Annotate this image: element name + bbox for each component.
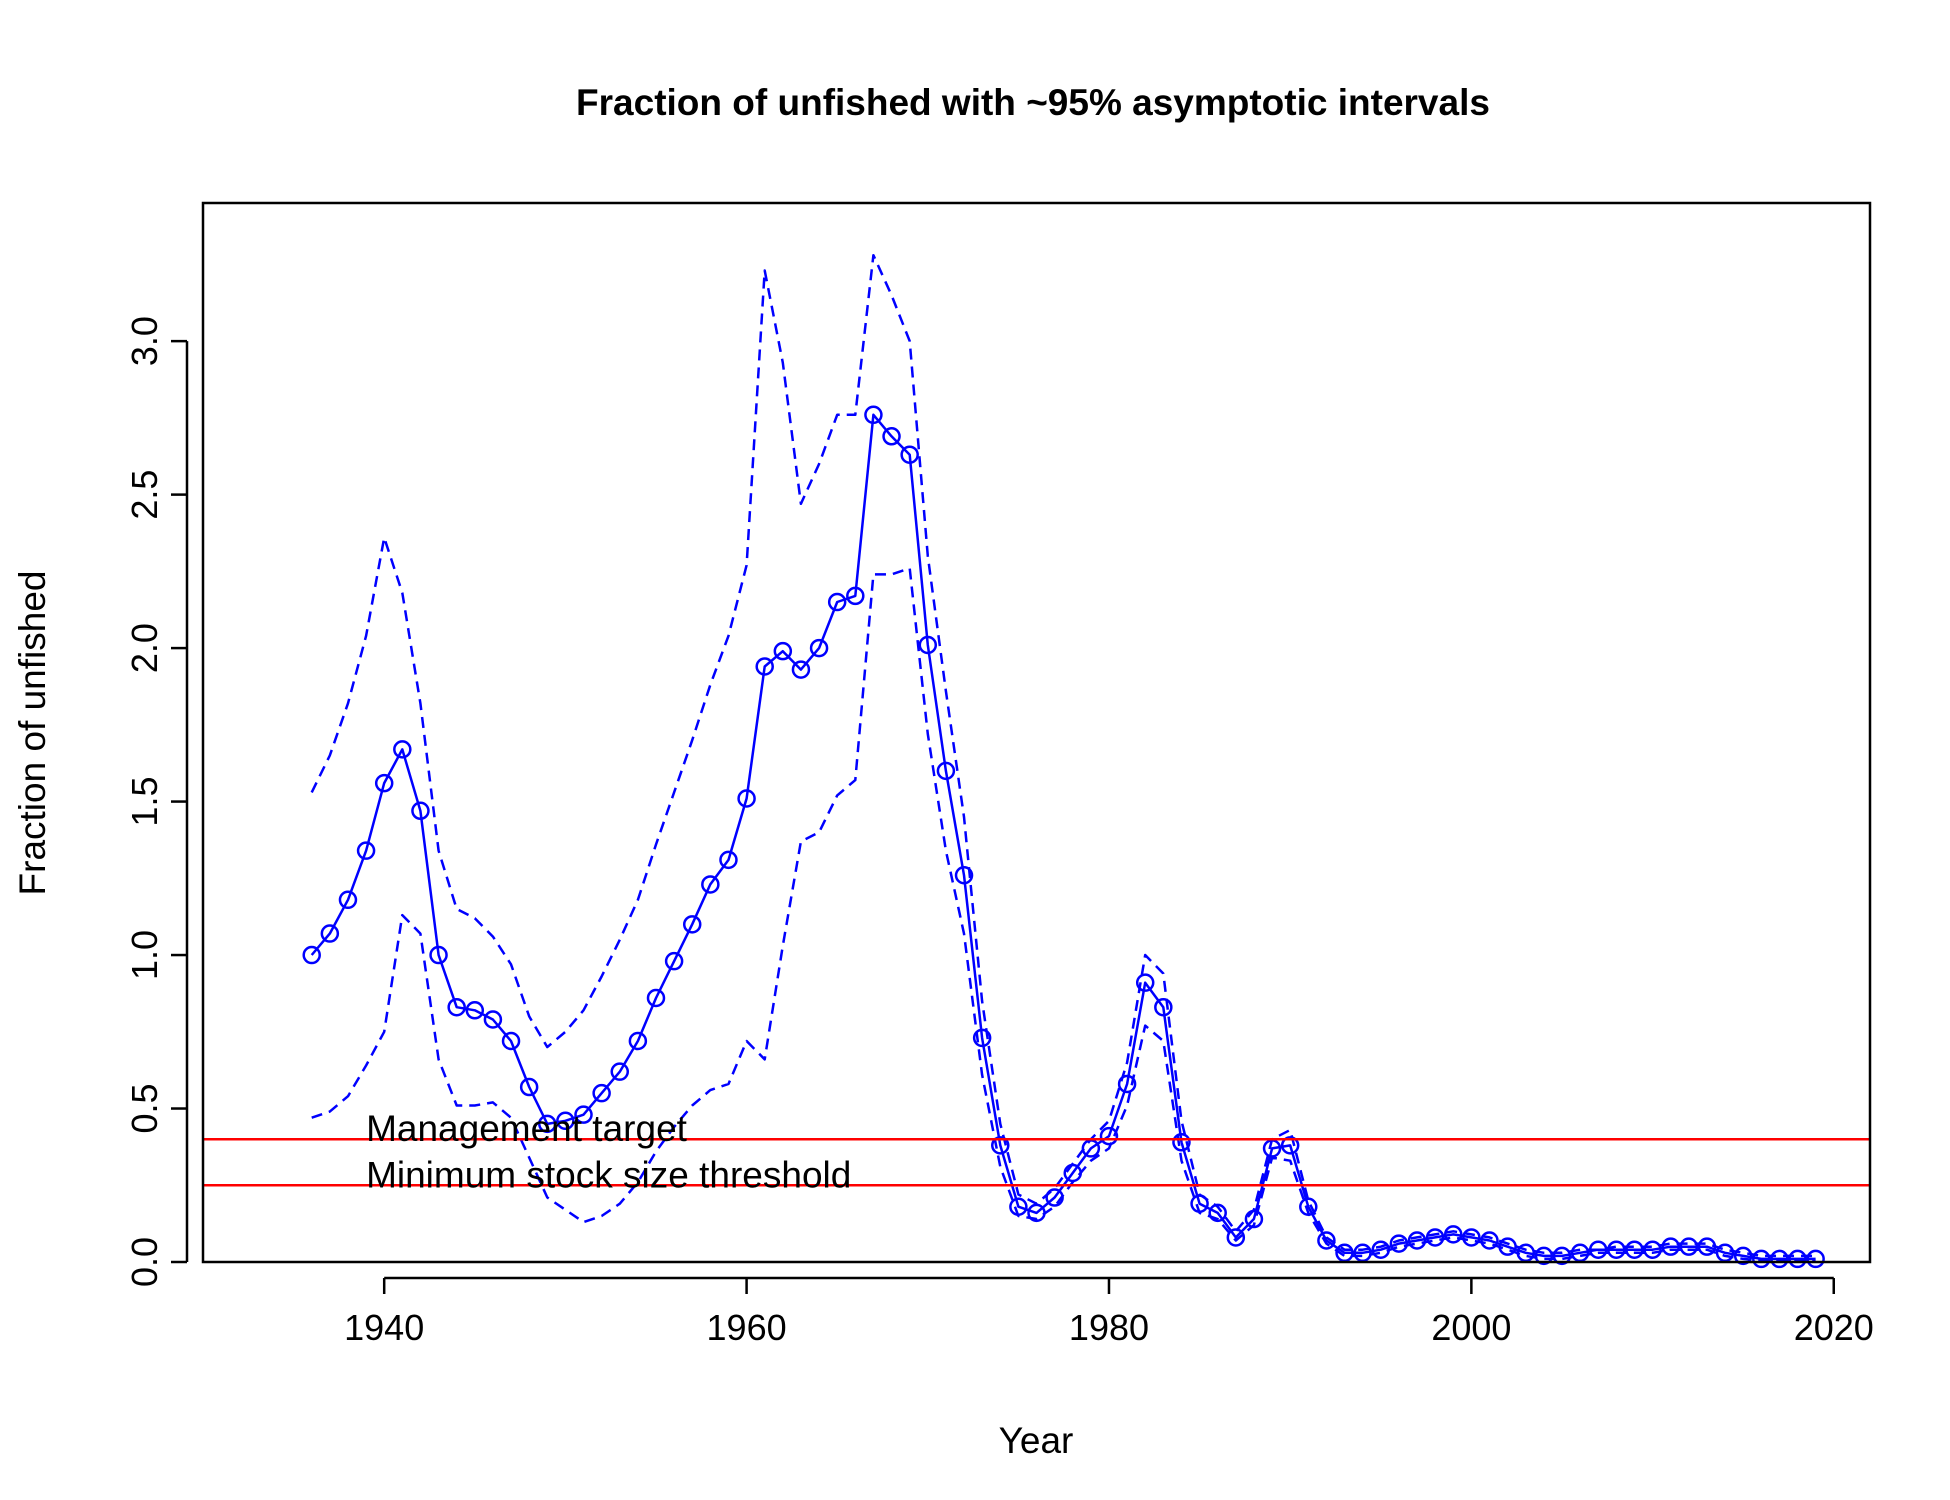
data-point	[1117, 1074, 1137, 1094]
y-tick-label: 2.0	[124, 623, 165, 673]
reference-line-label: Minimum stock size threshold	[366, 1154, 851, 1195]
data-point	[755, 657, 774, 676]
data-point	[519, 1077, 539, 1097]
data-point	[393, 740, 412, 759]
data-point	[1462, 1228, 1481, 1247]
data-point	[1643, 1240, 1662, 1259]
data-point	[1172, 1133, 1191, 1152]
data-point	[1752, 1249, 1771, 1269]
data-point	[936, 761, 956, 781]
x-tick-label: 2000	[1431, 1307, 1511, 1348]
series-line-lower-95	[311, 567, 1816, 1262]
data-point	[374, 773, 394, 793]
data-point	[628, 1031, 648, 1051]
data-point	[646, 988, 666, 1008]
data-point	[574, 1105, 593, 1124]
data-point	[610, 1062, 629, 1081]
data-point	[846, 586, 865, 606]
data-point	[1317, 1231, 1336, 1250]
x-tick-label: 1960	[707, 1307, 787, 1348]
data-point	[1280, 1136, 1300, 1155]
data-point	[954, 865, 974, 885]
x-tick-label: 2020	[1794, 1307, 1874, 1348]
data-point	[501, 1031, 521, 1051]
reference-line-label: Management target	[366, 1108, 688, 1149]
data-point	[1208, 1203, 1227, 1223]
data-point	[1679, 1237, 1699, 1256]
data-point	[338, 890, 358, 910]
y-tick-label: 2.5	[124, 470, 165, 520]
data-point	[773, 641, 793, 661]
data-point	[356, 841, 376, 860]
series-line-upper-95	[310, 253, 1816, 1258]
data-point	[1770, 1249, 1789, 1269]
y-axis-label: Fraction of unfished	[12, 571, 53, 896]
data-point	[719, 850, 738, 870]
data-point	[701, 875, 720, 894]
y-tick-label: 3.0	[124, 316, 165, 366]
data-point	[1806, 1249, 1825, 1269]
data-point	[1733, 1246, 1753, 1266]
data-point	[972, 1028, 992, 1048]
data-point	[791, 660, 811, 679]
data-point	[411, 801, 430, 821]
data-point	[1661, 1237, 1680, 1256]
x-axis-label: Year	[999, 1420, 1074, 1461]
x-axis: 1940 1960 1980 2000 2020	[344, 1276, 1874, 1348]
data-point	[447, 997, 466, 1017]
y-tick-label: 1.5	[124, 777, 165, 827]
data-point	[809, 638, 829, 658]
y-tick-label: 0.0	[124, 1237, 165, 1287]
data-point	[900, 445, 919, 464]
plot-frame	[201, 201, 1872, 1264]
data-point	[483, 1010, 503, 1029]
data-point	[1480, 1231, 1499, 1250]
data-point	[991, 1136, 1010, 1155]
data-point	[1625, 1240, 1644, 1259]
data-point	[1607, 1240, 1626, 1259]
data-point	[1099, 1126, 1119, 1146]
data-point	[827, 592, 847, 612]
y-tick-label: 0.5	[124, 1083, 165, 1133]
data-point	[664, 951, 684, 971]
data-point	[538, 1114, 557, 1134]
data-point	[320, 924, 340, 943]
y-axis: 0.0 0.5 1.0 1.5 2.0 2.5 3.0	[124, 316, 189, 1287]
data-point	[737, 789, 756, 808]
data-point	[465, 1001, 485, 1020]
data-point	[1552, 1246, 1572, 1266]
data-point	[1389, 1234, 1409, 1253]
data-point	[864, 405, 883, 425]
data-point	[1154, 997, 1173, 1017]
plot-area: Management target Minimum stock size thre…	[203, 253, 1870, 1269]
data-point	[1788, 1249, 1807, 1269]
y-tick-label: 1.0	[124, 930, 165, 980]
data-point	[1407, 1231, 1427, 1250]
data-point	[882, 427, 901, 446]
data-point	[1534, 1246, 1554, 1266]
data-point	[918, 635, 938, 655]
data-point	[682, 915, 702, 934]
x-tick-label: 1940	[344, 1307, 424, 1348]
data-point	[1425, 1228, 1445, 1247]
chart-title: Fraction of unfished with ~95% asymptoti…	[576, 82, 1490, 123]
data-point	[302, 945, 321, 965]
data-point	[1444, 1225, 1463, 1244]
data-point	[592, 1083, 611, 1103]
data-point	[429, 945, 448, 965]
x-tick-label: 1980	[1069, 1307, 1149, 1348]
data-point	[1135, 973, 1155, 992]
data-point	[556, 1111, 575, 1131]
